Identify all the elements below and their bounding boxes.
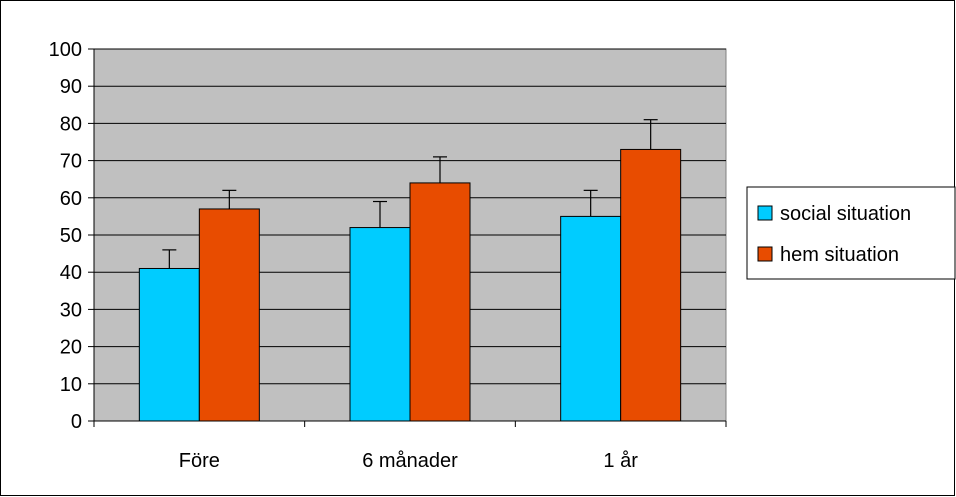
bar-social-situation <box>349 227 411 422</box>
y-tick-label: 60 <box>60 188 82 210</box>
y-tick-label: 40 <box>60 262 82 284</box>
y-tick-label: 100 <box>49 39 82 61</box>
bar-hem-situation <box>409 182 471 422</box>
bars <box>138 119 682 422</box>
y-tick-label: 30 <box>60 299 82 321</box>
y-tick-label: 50 <box>60 225 82 247</box>
legend: social situation hem situation <box>746 186 956 280</box>
y-tick-label: 0 <box>71 411 82 433</box>
y-tick-label: 70 <box>60 151 82 173</box>
x-tick-label: Före <box>179 450 220 472</box>
x-tick-label: 6 månader <box>362 450 458 472</box>
y-tick-label: 20 <box>60 337 82 359</box>
legend-box <box>746 186 956 280</box>
x-tick-label: 1 år <box>603 450 638 472</box>
y-tick-label: 10 <box>60 374 82 396</box>
bar-social-situation <box>560 215 622 422</box>
legend-swatch-social-situation <box>757 205 773 221</box>
legend-label-hem-situation: hem situation <box>780 244 899 266</box>
y-tick-label: 90 <box>60 76 82 98</box>
legend-label-social-situation: social situation <box>780 203 911 225</box>
bar-hem-situation <box>198 208 260 422</box>
bar-hem-situation <box>620 148 682 422</box>
bar-social-situation <box>138 267 200 422</box>
y-axis: 0 10 20 30 40 50 60 70 80 90 100 <box>49 39 95 433</box>
y-tick-label: 80 <box>60 113 82 135</box>
legend-swatch-hem-situation <box>757 246 773 262</box>
